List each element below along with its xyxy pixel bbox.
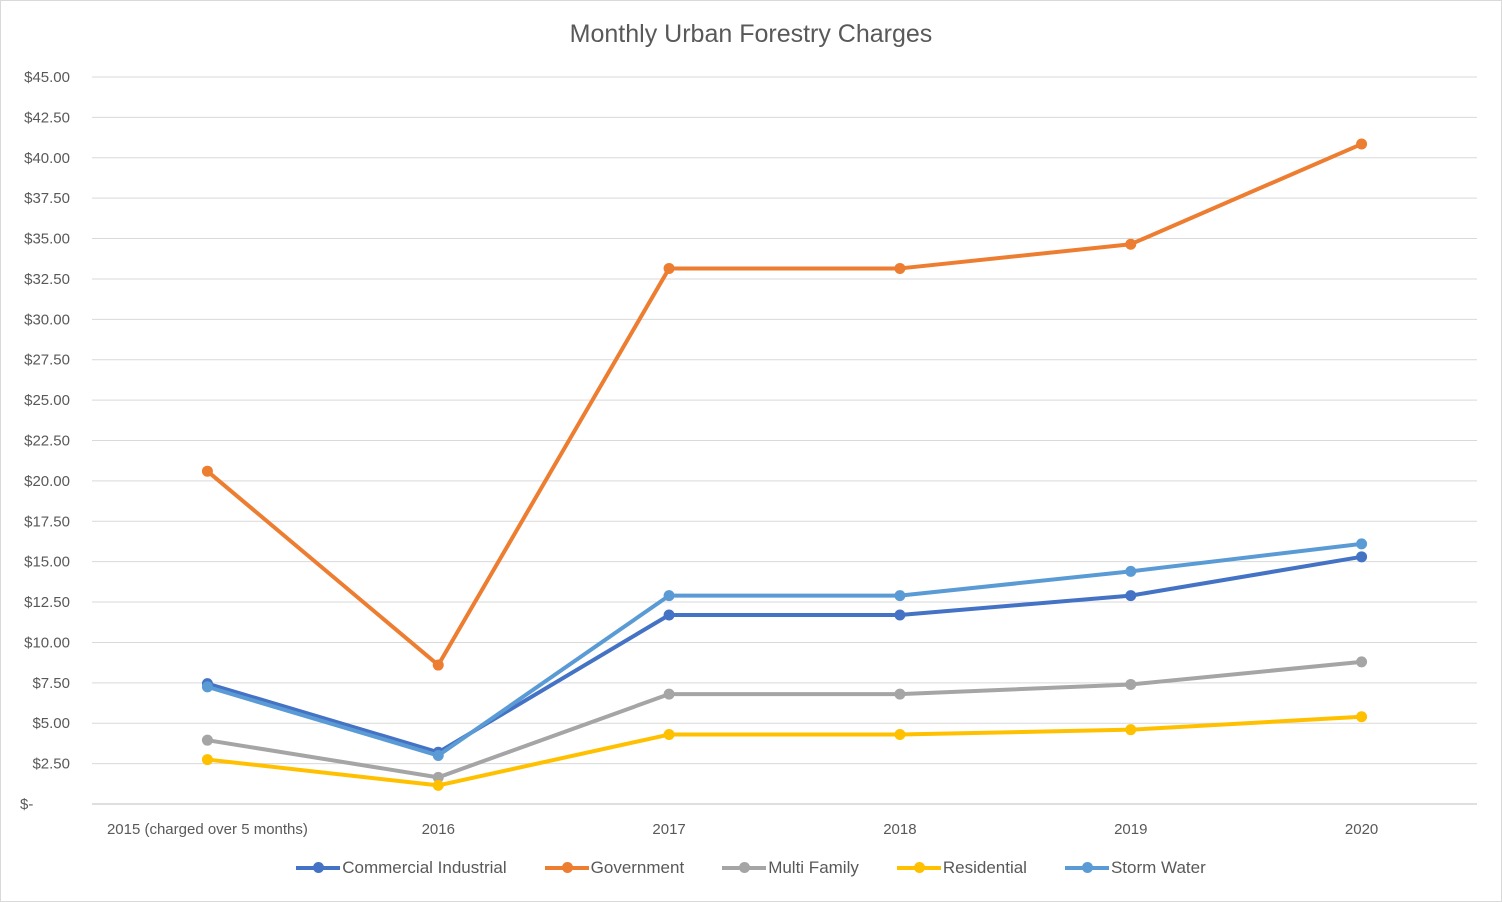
series-group: [201, 138, 1368, 791]
series-government: [201, 138, 1368, 671]
legend-item-storm-water: Storm Water: [1064, 858, 1206, 878]
y-tick-label: $25.00: [24, 392, 70, 409]
legend-label: Government: [590, 858, 685, 877]
y-tick-label: $15.00: [24, 554, 70, 571]
data-point-commercial-industrial: [894, 609, 906, 621]
data-point-multi-family: [1125, 678, 1137, 690]
y-tick-label: $30.00: [24, 311, 70, 328]
y-tick-label: $27.50: [24, 352, 70, 369]
y-tick-label: $-: [20, 796, 33, 813]
legend-item-multi-family: Multi Family: [722, 858, 859, 878]
data-point-residential: [894, 729, 906, 741]
y-tick-label: $12.50: [24, 594, 70, 611]
series-multi-family: [201, 656, 1368, 783]
x-tick-label: 2016: [422, 821, 455, 838]
series-line-multi-family: [205, 659, 1364, 780]
y-tick-label: $2.50: [32, 756, 70, 773]
legend-item-government: Government: [544, 858, 685, 878]
chart-title: Monthly Urban Forestry Charges: [569, 20, 933, 48]
y-tick-label: $45.00: [24, 69, 70, 86]
data-point-storm-water: [663, 590, 675, 602]
legend-label: Commercial Industrial: [342, 858, 507, 877]
y-tick-label: $37.50: [24, 190, 70, 207]
data-point-multi-family: [432, 771, 444, 783]
data-point-storm-water: [1125, 565, 1137, 577]
legend: Commercial Industrial Government Multi Fam…: [0, 858, 1502, 878]
data-point-storm-water: [1356, 538, 1368, 550]
series-line-storm-water: [205, 541, 1364, 758]
y-tick-label: $42.50: [24, 109, 70, 126]
y-tick-label: $10.00: [24, 634, 70, 651]
data-point-commercial-industrial: [663, 609, 675, 621]
data-point-commercial-industrial: [1125, 590, 1137, 602]
y-tick-label: $32.50: [24, 271, 70, 288]
data-point-residential: [432, 779, 444, 791]
data-point-government: [894, 262, 906, 274]
legend-swatch: [722, 862, 767, 873]
y-axis-ticks: $- $2.50 $5.00 $7.50 $10.00 $12.50 $15.00 $17.5…: [20, 69, 70, 813]
data-point-government: [663, 262, 675, 274]
data-point-multi-family: [663, 688, 675, 700]
y-tick-label: $7.50: [32, 675, 70, 692]
legend-swatch: [296, 862, 341, 873]
series-line-commercial-industrial: [205, 554, 1364, 755]
data-point-commercial-industrial: [1356, 551, 1368, 563]
legend-item-commercial-industrial: Commercial Industrial: [296, 858, 507, 878]
legend-item-residential: Residential: [896, 858, 1027, 878]
data-point-multi-family: [201, 734, 213, 746]
y-tick-label: $40.00: [24, 150, 70, 167]
y-tick-label: $22.50: [24, 433, 70, 450]
x-tick-label: 2015 (charged over 5 months): [107, 821, 308, 838]
legend-label: Storm Water: [1110, 858, 1206, 877]
data-point-government: [1356, 138, 1368, 150]
x-axis-ticks: 2015 (charged over 5 months) 2016 2017 2018…: [107, 821, 1378, 838]
data-point-storm-water: [894, 590, 906, 602]
legend-label: Multi Family: [768, 858, 859, 877]
data-point-government: [432, 659, 444, 671]
y-tick-label: $5.00: [32, 715, 70, 732]
series-line-residential: [205, 714, 1364, 788]
x-tick-label: 2020: [1345, 821, 1378, 838]
x-tick-label: 2017: [652, 821, 685, 838]
data-point-storm-water: [201, 681, 213, 693]
series-storm-water: [201, 538, 1368, 762]
series-residential: [201, 711, 1368, 791]
data-point-residential: [1125, 724, 1137, 736]
data-point-residential: [201, 754, 213, 766]
y-tick-label: $20.00: [24, 473, 70, 490]
legend-swatch: [896, 862, 941, 873]
legend-swatch: [544, 862, 589, 873]
data-point-government: [201, 465, 213, 477]
legend-label: Residential: [942, 858, 1027, 877]
data-point-multi-family: [1356, 656, 1368, 668]
y-tick-label: $35.00: [24, 231, 70, 248]
y-tick-label: $17.50: [24, 513, 70, 530]
series-line-government: [205, 142, 1364, 668]
data-point-government: [1125, 238, 1137, 250]
data-point-residential: [663, 729, 675, 741]
data-point-residential: [1356, 711, 1368, 723]
x-tick-label: 2019: [1114, 821, 1147, 838]
legend-swatch: [1064, 862, 1109, 873]
data-point-storm-water: [432, 750, 444, 762]
x-tick-label: 2018: [883, 821, 916, 838]
data-point-multi-family: [894, 688, 906, 700]
